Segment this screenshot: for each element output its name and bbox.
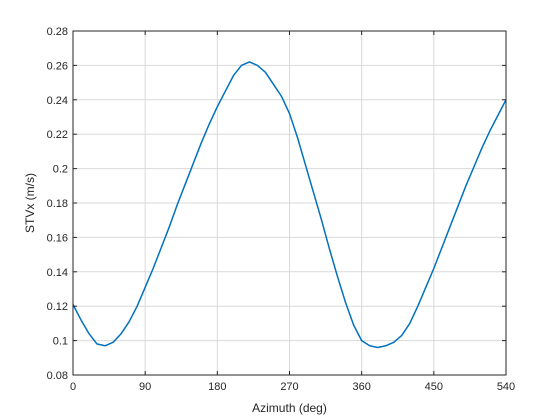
y-tick-label: 0.24	[47, 95, 68, 107]
series-line-1	[72, 61, 507, 349]
y-tick-label: 0.08	[47, 370, 68, 382]
y-tick-label: 0.1	[53, 336, 68, 348]
x-tick-label: 450	[425, 381, 443, 393]
grid	[72, 30, 507, 376]
x-tick-label: 0	[70, 381, 76, 393]
x-tick-label: 270	[280, 381, 298, 393]
x-tick-label: 90	[139, 381, 151, 393]
ticks	[72, 30, 507, 376]
y-tick-label: 0.26	[47, 60, 68, 72]
y-tick-label: 0.22	[47, 129, 68, 141]
x-tick-label: 360	[352, 381, 370, 393]
y-tick-label: 0.12	[47, 301, 68, 313]
x-axis-label: Azimuth (deg)	[252, 401, 327, 415]
y-tick-label: 0.16	[47, 232, 68, 244]
x-tick-label: 180	[208, 381, 226, 393]
tick-labels: 0 90 180 270 360 450 540 0.08 0.1 0.12 0.14 0.16 0.1…	[47, 26, 516, 393]
y-tick-label: 0.14	[47, 267, 68, 279]
y-tick-label: 0.2	[53, 164, 68, 176]
y-axis-label: STVx (m/s)	[23, 173, 37, 233]
x-tick-label: 540	[497, 381, 515, 393]
series-layer	[72, 61, 507, 349]
y-tick-label: 0.28	[47, 26, 68, 38]
y-tick-label: 0.18	[47, 198, 68, 210]
